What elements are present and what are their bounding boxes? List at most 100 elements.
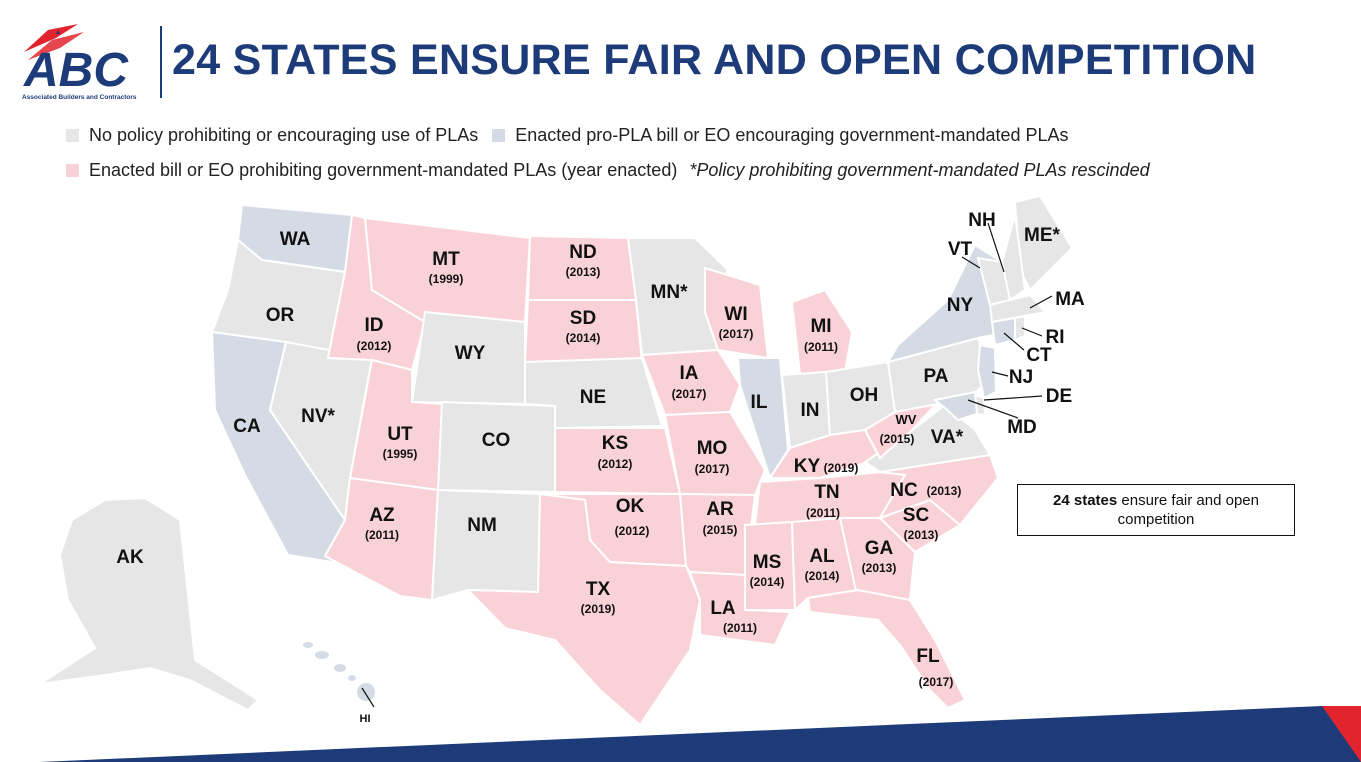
label-co: CO bbox=[482, 430, 511, 451]
state-nj bbox=[976, 343, 998, 400]
label-oh: OH bbox=[850, 385, 879, 406]
label-ks: KS bbox=[602, 433, 628, 454]
label-nd: ND bbox=[569, 242, 596, 263]
label-nm: NM bbox=[467, 515, 497, 536]
year-tx: (2019) bbox=[581, 602, 616, 616]
year-id: (2012) bbox=[357, 339, 392, 353]
label-nj: NJ bbox=[1009, 367, 1033, 388]
year-ms: (2014) bbox=[750, 575, 785, 589]
legend-row-2: Enacted bill or EO prohibiting governmen… bbox=[66, 160, 1150, 181]
state-md bbox=[932, 390, 979, 422]
year-ar: (2015) bbox=[703, 523, 738, 537]
label-hi: HI bbox=[360, 713, 371, 725]
legend-prohibit: Enacted bill or EO prohibiting governmen… bbox=[89, 160, 678, 180]
label-md: MD bbox=[1007, 417, 1037, 438]
year-ky: (2019) bbox=[824, 461, 859, 475]
label-de: DE bbox=[1046, 386, 1072, 407]
page-title: 24 STATES ENSURE FAIR AND OPEN COMPETITI… bbox=[172, 36, 1257, 84]
year-ga: (2013) bbox=[862, 561, 897, 575]
year-ia: (2017) bbox=[672, 387, 707, 401]
summary-line2: competition bbox=[1117, 511, 1195, 528]
label-ne: NE bbox=[580, 387, 606, 408]
year-az: (2011) bbox=[365, 528, 399, 542]
label-az: AZ bbox=[369, 505, 395, 526]
label-ar: AR bbox=[706, 499, 734, 520]
abc-logo: ABC Associated Builders and Contractors bbox=[22, 24, 137, 101]
state-ia bbox=[640, 348, 742, 417]
year-fl: (2017) bbox=[919, 675, 954, 689]
state-ak bbox=[39, 496, 260, 712]
footer-band-blue bbox=[40, 706, 1361, 762]
year-mi: (2011) bbox=[804, 340, 838, 354]
legend-pro-pla: Enacted pro-PLA bill or EO encouraging g… bbox=[515, 125, 1069, 145]
logo-divider bbox=[160, 26, 162, 98]
label-sc: SC bbox=[903, 505, 930, 526]
label-ok: OK bbox=[616, 496, 645, 517]
label-ak: AK bbox=[116, 547, 144, 568]
state-fl bbox=[806, 588, 967, 710]
year-wv: (2015) bbox=[880, 432, 915, 446]
label-pa: PA bbox=[924, 366, 949, 387]
year-ut: (1995) bbox=[383, 447, 418, 461]
label-or: OR bbox=[266, 305, 295, 326]
label-nv: NV* bbox=[301, 406, 335, 427]
year-wi: (2017) bbox=[719, 327, 754, 341]
year-nd: (2013) bbox=[566, 265, 601, 279]
legend-note: *Policy prohibiting government-mandated … bbox=[689, 160, 1150, 180]
label-fl: FL bbox=[916, 646, 940, 667]
label-va: VA* bbox=[931, 427, 964, 448]
state-hi bbox=[303, 642, 375, 701]
label-wv: WV bbox=[896, 412, 917, 427]
year-ok: (2012) bbox=[615, 524, 650, 538]
label-ky: KY bbox=[794, 456, 821, 477]
label-ma: MA bbox=[1055, 289, 1085, 310]
legend-none: No policy prohibiting or encouraging use… bbox=[89, 125, 479, 145]
state-labels: WA OR CA NV* ID (2012) MT (1999) WY UT (… bbox=[116, 210, 1085, 725]
state-ct bbox=[990, 316, 1016, 347]
legend-row-1: No policy prohibiting or encouraging use… bbox=[66, 125, 1069, 146]
label-nh: NH bbox=[968, 210, 995, 231]
footer-band bbox=[40, 706, 1361, 762]
year-mt: (1999) bbox=[429, 272, 464, 286]
year-mo: (2017) bbox=[695, 462, 730, 476]
label-ut: UT bbox=[387, 424, 413, 445]
label-il: IL bbox=[751, 392, 768, 413]
label-tx: TX bbox=[586, 579, 611, 600]
year-nc: (2013) bbox=[927, 484, 962, 498]
label-ca: CA bbox=[233, 416, 261, 437]
year-sc: (2013) bbox=[904, 528, 939, 542]
logo-text: ABC bbox=[23, 44, 129, 97]
legend-swatch-none bbox=[66, 129, 79, 142]
label-wi: WI bbox=[724, 304, 747, 325]
state-tx bbox=[465, 492, 702, 727]
label-la: LA bbox=[710, 598, 736, 619]
label-mt: MT bbox=[432, 249, 460, 270]
footer-band-red bbox=[1322, 706, 1361, 762]
label-ri: RI bbox=[1046, 327, 1065, 348]
label-ia: IA bbox=[680, 363, 699, 384]
label-al: AL bbox=[809, 546, 835, 567]
state-nm bbox=[430, 488, 542, 602]
legend-swatch-prohibit bbox=[66, 164, 79, 177]
label-me: ME* bbox=[1024, 225, 1061, 246]
logo-tagline: Associated Builders and Contractors bbox=[22, 94, 137, 101]
year-al: (2014) bbox=[805, 569, 840, 583]
state-ma bbox=[988, 293, 1047, 324]
label-mi: MI bbox=[810, 316, 831, 337]
label-vt: VT bbox=[948, 239, 973, 260]
label-ms: MS bbox=[753, 552, 782, 573]
summary-box: 24 states ensure fair and open competiti… bbox=[1017, 484, 1295, 536]
label-wa: WA bbox=[280, 229, 311, 250]
legend-swatch-pro-pla bbox=[492, 129, 506, 142]
label-ga: GA bbox=[865, 538, 894, 559]
label-in: IN bbox=[801, 400, 820, 421]
year-sd: (2014) bbox=[566, 331, 601, 345]
year-la: (2011) bbox=[723, 621, 757, 635]
state-nc bbox=[877, 453, 1000, 527]
summary-bold: 24 states bbox=[1053, 492, 1118, 509]
year-ks: (2012) bbox=[598, 457, 633, 471]
label-nc: NC bbox=[890, 480, 918, 501]
state-wi bbox=[704, 266, 770, 360]
year-tn: (2011) bbox=[806, 506, 840, 520]
leader-lines bbox=[361, 222, 1053, 708]
